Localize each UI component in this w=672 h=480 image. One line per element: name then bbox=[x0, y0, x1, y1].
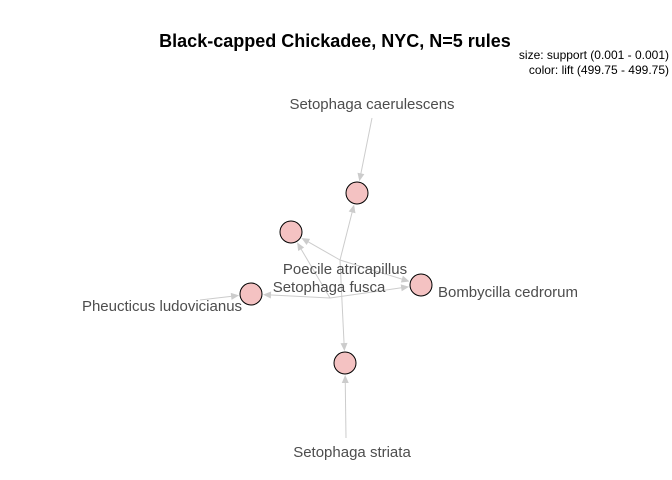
arrowhead-atricapillus-to-rule-1 bbox=[348, 204, 356, 214]
legend-size: size: support (0.001 - 0.001) bbox=[519, 48, 669, 62]
rule-nodes-layer bbox=[239, 181, 433, 375]
legend-color: color: lift (499.75 - 499.75) bbox=[529, 63, 669, 77]
edge-fusca-to-rule-3 bbox=[268, 294, 331, 299]
edge-atricapillus-to-rule-5 bbox=[339, 259, 345, 346]
edge-caerulescens-to-rule-1 bbox=[360, 117, 373, 176]
arrowhead-striata-to-rule-5 bbox=[341, 374, 349, 384]
item-label-fusca: Setophaga fusca bbox=[273, 279, 386, 296]
edge-striata-to-rule-5 bbox=[344, 380, 347, 439]
edge-atricapillus-to-rule-1 bbox=[339, 210, 354, 261]
arrowhead-fusca-to-rule-2 bbox=[400, 284, 410, 292]
arrowhead-caerulescens-to-rule-1 bbox=[357, 172, 365, 182]
rule-node-rule-2 bbox=[409, 273, 433, 297]
item-label-caerulescens: Setophaga caerulescens bbox=[289, 96, 454, 113]
edge-ludovicianus-to-rule-3 bbox=[199, 295, 234, 301]
edge-atricapillus-to-rule-2 bbox=[339, 259, 404, 281]
arrowhead-ludovicianus-to-rule-3 bbox=[230, 292, 240, 300]
rule-node-rule-3 bbox=[239, 282, 263, 306]
arrowhead-fusca-to-rule-4 bbox=[297, 242, 305, 251]
edges-layer bbox=[199, 117, 410, 439]
arrowhead-atricapillus-to-rule-5 bbox=[340, 342, 348, 352]
edge-fusca-to-rule-4 bbox=[299, 247, 331, 299]
item-label-cedrorum: Bombycilla cedrorum bbox=[438, 284, 578, 301]
arrowhead-atricapillus-to-rule-2 bbox=[400, 275, 410, 283]
arrowhead-fusca-to-rule-3 bbox=[262, 291, 272, 299]
item-label-striata: Setophaga striata bbox=[293, 444, 411, 461]
item-labels-layer: Setophaga caerulescens Poecile atricapill… bbox=[82, 96, 578, 461]
arrowhead-atricapillus-to-rule-4 bbox=[301, 237, 311, 245]
item-label-atricapillus: Poecile atricapillus bbox=[283, 261, 407, 278]
rule-node-rule-5 bbox=[333, 351, 357, 375]
edge-atricapillus-to-rule-4 bbox=[306, 240, 341, 261]
rule-node-rule-1 bbox=[345, 181, 369, 205]
rule-node-rule-4 bbox=[279, 220, 303, 244]
graph-title: Black-capped Chickadee, NYC, N=5 rules bbox=[159, 31, 511, 51]
item-label-ludovicianus: Pheucticus ludovicianus bbox=[82, 298, 242, 315]
